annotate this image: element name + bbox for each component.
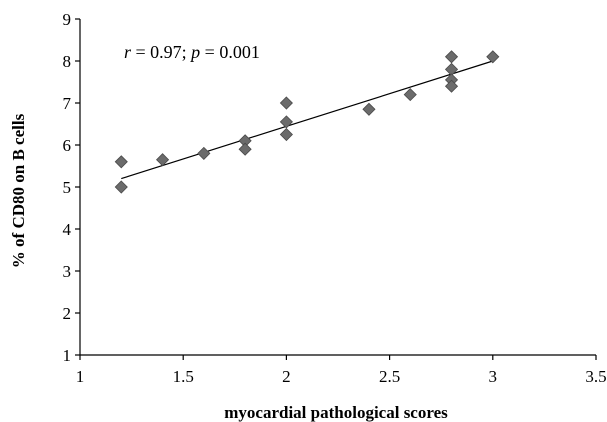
- axes: [79, 19, 596, 356]
- x-tick-label: 3.5: [585, 367, 606, 386]
- correlation-annotation: r = 0.97; p = 0.001: [124, 42, 260, 62]
- data-point: [362, 102, 376, 116]
- p-value: = 0.001: [200, 42, 260, 62]
- data-point: [444, 79, 459, 93]
- y-tick-label: 6: [63, 136, 72, 155]
- y-tick-label: 5: [63, 178, 72, 197]
- data-point: [155, 153, 170, 167]
- r-value: = 0.97;: [131, 42, 191, 62]
- data-point: [114, 180, 128, 194]
- data-point: [197, 146, 211, 160]
- p-symbol: p: [189, 42, 200, 62]
- y-tick-label: 3: [63, 262, 72, 281]
- x-tick-label: 1: [76, 367, 85, 386]
- data-point: [403, 88, 417, 102]
- x-tick-label: 1.5: [173, 367, 194, 386]
- data-point: [279, 96, 293, 110]
- y-axis-title: % of CD80 on B cells: [9, 113, 28, 268]
- y-tick-label: 8: [63, 52, 72, 71]
- data-point: [279, 127, 293, 142]
- ticks: [75, 18, 597, 360]
- trend-line: [121, 60, 493, 180]
- x-tick-label: 2: [282, 367, 291, 386]
- y-tick-label: 9: [63, 10, 72, 29]
- tick-labels: 1 2 3 4 5 6 7 8 9 1 1.5 2 2.5 3 3.5: [63, 10, 607, 386]
- x-axis-title: myocardial pathological scores: [224, 403, 448, 422]
- r-symbol: r: [124, 42, 132, 62]
- data-point: [444, 50, 459, 64]
- y-tick-label: 2: [63, 304, 72, 323]
- x-tick-label: 3: [489, 367, 498, 386]
- x-tick-label: 2.5: [379, 367, 400, 386]
- data-point: [486, 50, 500, 64]
- data-points: [114, 50, 500, 194]
- data-point: [114, 155, 128, 169]
- y-tick-label: 7: [63, 94, 72, 113]
- data-point: [238, 142, 252, 156]
- data-point: [279, 115, 293, 129]
- y-tick-label: 1: [63, 346, 72, 365]
- y-tick-label: 4: [63, 220, 72, 239]
